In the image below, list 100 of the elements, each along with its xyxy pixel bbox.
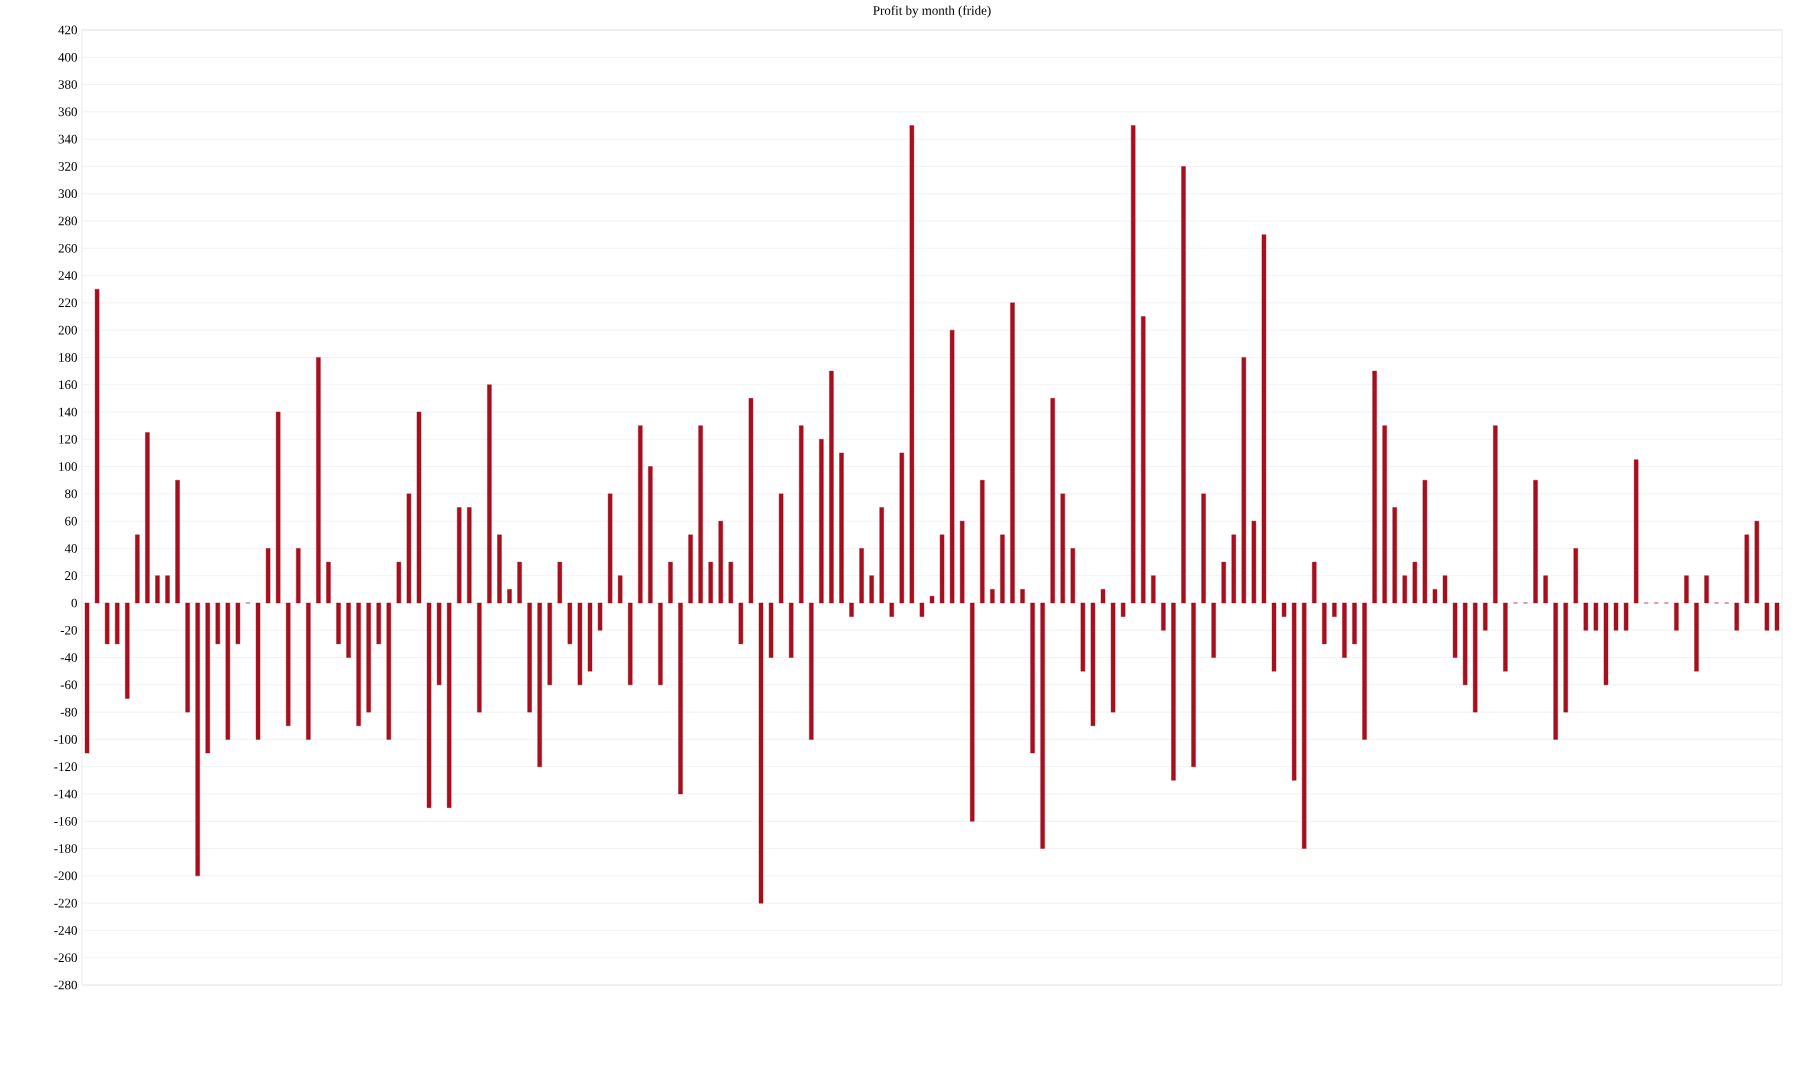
bar (899, 452, 905, 604)
y-tick-label: -120 (54, 762, 77, 772)
y-tick-label: -200 (54, 871, 77, 881)
bar (1322, 602, 1327, 645)
bar (949, 329, 955, 604)
bar (1362, 602, 1367, 740)
bar (1141, 316, 1146, 604)
bar (436, 602, 442, 686)
bar (728, 561, 734, 604)
bar (507, 589, 512, 604)
bar (748, 398, 754, 604)
bar (607, 493, 613, 604)
y-tick-label: -280 (54, 980, 77, 990)
bar (286, 602, 291, 726)
y-tick-label: 280 (58, 216, 77, 226)
bar (487, 384, 492, 604)
y-tick-label: 80 (65, 489, 77, 499)
bar (658, 602, 663, 686)
bar (155, 575, 160, 604)
bar (457, 507, 462, 604)
y-tick-label: 320 (58, 162, 77, 171)
y-tick-label: 420 (58, 25, 77, 35)
bar (215, 602, 221, 645)
y-tick-label: 260 (58, 243, 77, 253)
bar (577, 602, 583, 686)
bar (1000, 534, 1005, 604)
bar (1684, 575, 1689, 604)
bar (406, 493, 412, 604)
bar (990, 589, 995, 604)
bar (547, 602, 552, 686)
bar (1110, 602, 1116, 713)
y-tick-label: -40 (60, 653, 77, 662)
bar (1301, 602, 1307, 849)
bar (879, 507, 884, 604)
bar (527, 602, 532, 713)
bar (778, 493, 784, 604)
bar (1754, 520, 1760, 604)
y-tick-label: 160 (59, 380, 77, 390)
bar (175, 480, 180, 604)
bar (1120, 602, 1126, 617)
bar (648, 466, 653, 604)
bar (1312, 561, 1317, 604)
bar (1543, 575, 1548, 604)
bar (1603, 602, 1609, 686)
bar (869, 575, 874, 604)
y-tick-label: 140 (59, 407, 77, 417)
bar (708, 561, 713, 604)
bar (597, 602, 603, 631)
bar (296, 548, 301, 604)
y-tick-label: -60 (60, 680, 77, 690)
bar (959, 520, 965, 604)
bar (829, 370, 834, 604)
bar (306, 602, 311, 740)
y-tick-label: -100 (54, 735, 77, 744)
bar (205, 602, 210, 754)
bar (165, 575, 170, 604)
y-tick-label: -240 (54, 926, 77, 935)
bar (698, 425, 703, 604)
bar (980, 480, 985, 604)
bar (336, 602, 341, 645)
bar (939, 534, 945, 604)
bar (416, 411, 422, 604)
bar (1563, 602, 1568, 713)
bar (1342, 602, 1347, 658)
bar (1281, 602, 1287, 617)
bar (768, 602, 774, 658)
y-tick-label: 0 (71, 598, 77, 608)
bar (326, 561, 331, 604)
bar (1040, 602, 1045, 849)
bar (316, 357, 321, 604)
bar (1221, 561, 1226, 604)
bar (104, 602, 110, 645)
bar (1050, 398, 1055, 604)
bar (628, 602, 633, 686)
bar (1442, 575, 1448, 604)
y-tick-label: 20 (65, 571, 77, 581)
bar (688, 534, 693, 604)
bar (1694, 602, 1699, 672)
chart-title: Profit by month (fride) (873, 5, 991, 18)
bar (467, 507, 472, 604)
bar (84, 602, 90, 754)
bar (1503, 602, 1508, 672)
bar (1422, 480, 1428, 604)
bar (919, 602, 925, 617)
bar (446, 602, 452, 808)
y-tick-label: -180 (54, 844, 77, 853)
y-tick-label: -220 (54, 898, 77, 908)
bar (255, 602, 261, 740)
bar (1030, 602, 1035, 754)
bar (799, 425, 804, 604)
bar (1372, 370, 1377, 604)
bar (557, 561, 563, 604)
bar (1191, 602, 1196, 767)
y-tick-label: 220 (58, 298, 77, 308)
bar (356, 602, 361, 726)
bar (1211, 602, 1216, 658)
bar (1392, 507, 1397, 604)
bar (346, 602, 351, 658)
bar (1613, 602, 1619, 631)
bar (1080, 602, 1086, 672)
